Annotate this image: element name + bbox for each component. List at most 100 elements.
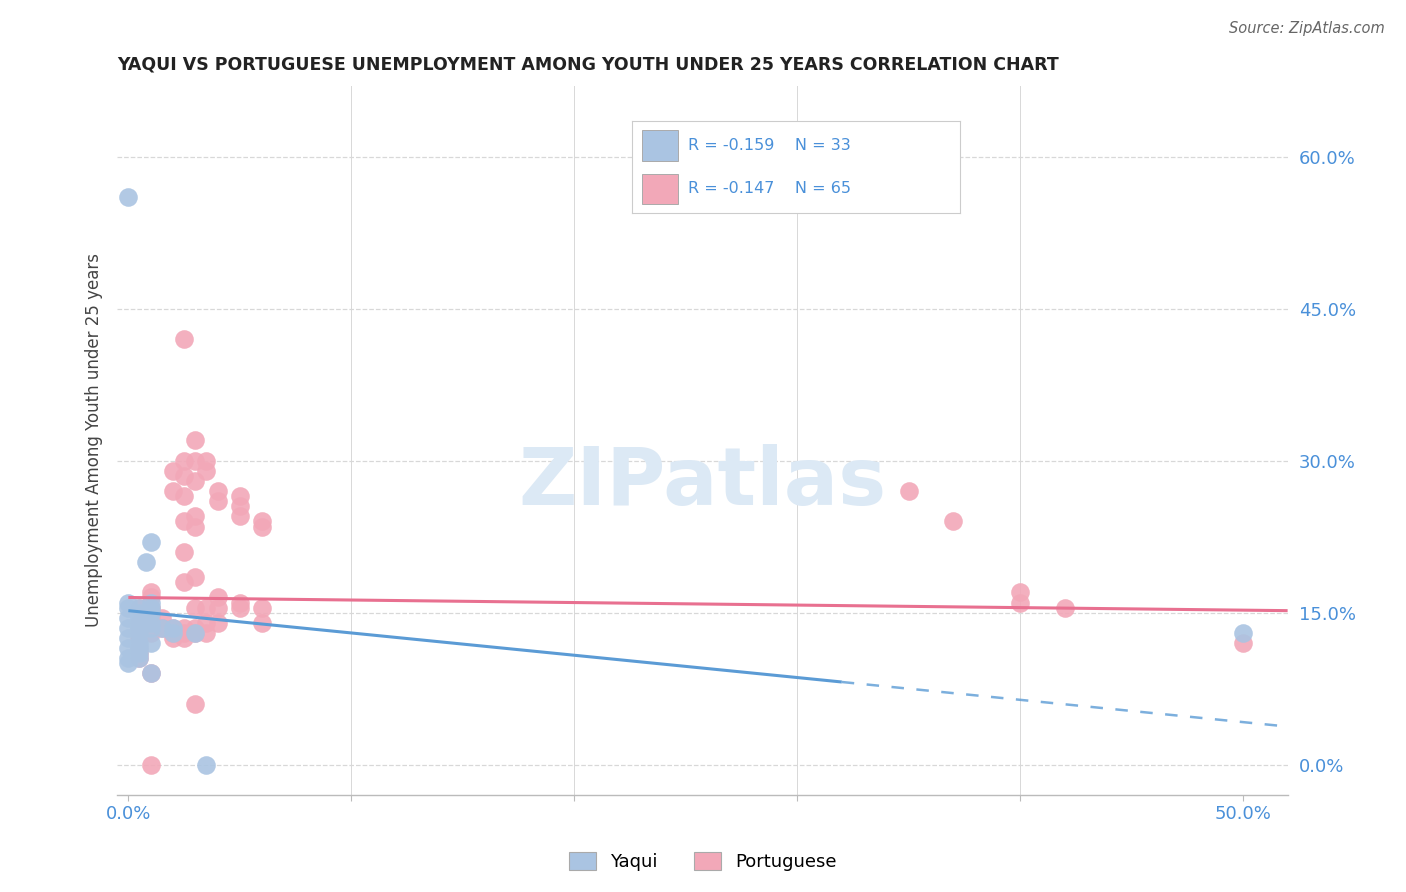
- Point: [117, 657, 139, 671]
- Point: [162, 631, 184, 645]
- Point: [128, 631, 150, 645]
- Point: [207, 600, 229, 615]
- Point: [184, 621, 207, 635]
- Point: [207, 591, 229, 605]
- Point: [250, 519, 273, 533]
- Point: [942, 515, 965, 529]
- Point: [128, 621, 150, 635]
- Point: [184, 626, 207, 640]
- Point: [1053, 600, 1076, 615]
- Point: [139, 636, 162, 650]
- Point: [173, 575, 195, 590]
- Point: [139, 615, 162, 630]
- Point: [128, 641, 150, 656]
- Point: [184, 509, 207, 524]
- Point: [139, 591, 162, 605]
- Point: [207, 494, 229, 508]
- Point: [128, 641, 150, 656]
- Point: [162, 626, 184, 640]
- Point: [128, 621, 150, 635]
- Point: [150, 621, 173, 635]
- Point: [128, 611, 150, 625]
- Point: [128, 651, 150, 665]
- Point: [117, 600, 139, 615]
- Point: [184, 434, 207, 448]
- Point: [173, 469, 195, 483]
- Point: [184, 626, 207, 640]
- Point: [128, 615, 150, 630]
- Point: [897, 484, 920, 499]
- Point: [173, 545, 195, 559]
- Point: [162, 484, 184, 499]
- Point: [139, 585, 162, 599]
- Point: [184, 453, 207, 467]
- Point: [128, 646, 150, 660]
- Point: [250, 615, 273, 630]
- Point: [184, 600, 207, 615]
- Point: [128, 626, 150, 640]
- Point: [162, 464, 184, 478]
- Point: [1232, 626, 1254, 640]
- Point: [128, 600, 150, 615]
- Point: [139, 757, 162, 772]
- Point: [128, 615, 150, 630]
- Point: [173, 626, 195, 640]
- Point: [139, 666, 162, 681]
- Point: [173, 515, 195, 529]
- Point: [128, 626, 150, 640]
- Point: [117, 596, 139, 610]
- Point: [139, 606, 162, 620]
- Point: [1010, 585, 1032, 599]
- Point: [250, 600, 273, 615]
- Point: [117, 651, 139, 665]
- Point: [195, 600, 218, 615]
- Point: [128, 636, 150, 650]
- Point: [1010, 596, 1032, 610]
- Point: [139, 600, 162, 615]
- Point: [173, 489, 195, 503]
- Point: [184, 519, 207, 533]
- Point: [117, 611, 139, 625]
- Point: [135, 555, 157, 569]
- Point: [207, 484, 229, 499]
- Point: [139, 600, 162, 615]
- Point: [195, 757, 218, 772]
- Text: Source: ZipAtlas.com: Source: ZipAtlas.com: [1229, 21, 1385, 36]
- Point: [229, 509, 252, 524]
- Point: [173, 631, 195, 645]
- Point: [1232, 636, 1254, 650]
- Point: [139, 611, 162, 625]
- Point: [117, 190, 139, 204]
- Point: [150, 611, 173, 625]
- Text: ZIPatlas: ZIPatlas: [519, 444, 887, 522]
- Point: [173, 453, 195, 467]
- Point: [139, 596, 162, 610]
- Point: [184, 474, 207, 488]
- Point: [128, 606, 150, 620]
- Point: [128, 600, 150, 615]
- Point: [139, 606, 162, 620]
- Text: YAQUI VS PORTUGUESE UNEMPLOYMENT AMONG YOUTH UNDER 25 YEARS CORRELATION CHART: YAQUI VS PORTUGUESE UNEMPLOYMENT AMONG Y…: [117, 55, 1059, 73]
- Point: [184, 697, 207, 711]
- Point: [162, 621, 184, 635]
- Point: [195, 453, 218, 467]
- Point: [117, 641, 139, 656]
- Point: [139, 626, 162, 640]
- Point: [139, 666, 162, 681]
- Point: [195, 464, 218, 478]
- Point: [139, 621, 162, 635]
- Y-axis label: Unemployment Among Youth under 25 years: Unemployment Among Youth under 25 years: [86, 253, 103, 627]
- Point: [250, 515, 273, 529]
- Point: [128, 651, 150, 665]
- Point: [162, 621, 184, 635]
- Point: [184, 570, 207, 584]
- Point: [207, 615, 229, 630]
- Point: [229, 600, 252, 615]
- Point: [195, 615, 218, 630]
- Point: [229, 489, 252, 503]
- Point: [117, 631, 139, 645]
- Point: [195, 626, 218, 640]
- Point: [229, 500, 252, 514]
- Point: [229, 596, 252, 610]
- Point: [139, 615, 162, 630]
